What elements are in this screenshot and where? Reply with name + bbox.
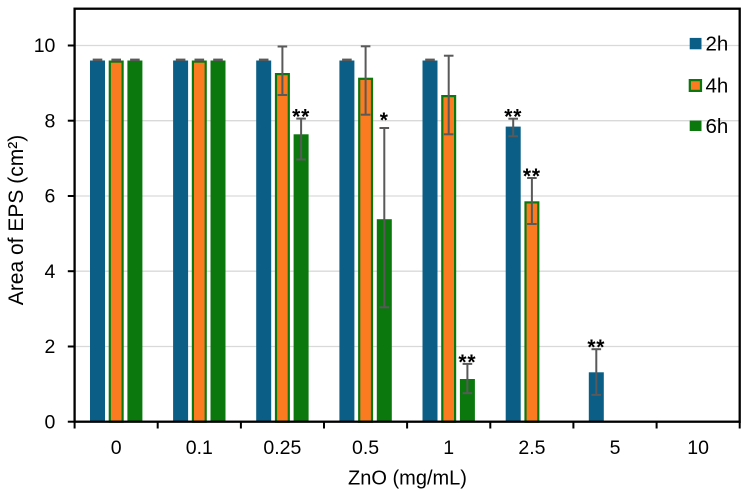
svg-text:0: 0: [111, 437, 122, 459]
svg-text:0: 0: [45, 411, 56, 433]
svg-text:4h: 4h: [706, 75, 729, 98]
svg-text:0.25: 0.25: [263, 437, 301, 459]
svg-text:**: **: [523, 165, 541, 188]
svg-text:5: 5: [610, 437, 621, 459]
svg-text:4: 4: [45, 261, 56, 283]
svg-text:0.1: 0.1: [186, 437, 213, 459]
svg-text:10: 10: [687, 437, 709, 459]
svg-text:**: **: [587, 336, 605, 359]
svg-text:6h: 6h: [706, 115, 729, 138]
svg-text:2h: 2h: [706, 33, 729, 56]
svg-text:Area of EPS (cm²): Area of EPS (cm²): [5, 135, 28, 305]
svg-text:10: 10: [34, 35, 56, 57]
svg-text:8: 8: [45, 110, 56, 132]
svg-text:1: 1: [443, 437, 454, 459]
svg-text:*: *: [380, 109, 389, 132]
svg-text:2.5: 2.5: [518, 437, 545, 459]
svg-text:**: **: [458, 351, 476, 374]
svg-text:2: 2: [45, 336, 56, 358]
svg-text:**: **: [292, 106, 310, 129]
svg-text:ZnO (mg/mL): ZnO (mg/mL): [348, 468, 467, 490]
svg-text:0.5: 0.5: [352, 437, 379, 459]
svg-text:6: 6: [45, 186, 56, 208]
svg-text:**: **: [504, 106, 522, 129]
